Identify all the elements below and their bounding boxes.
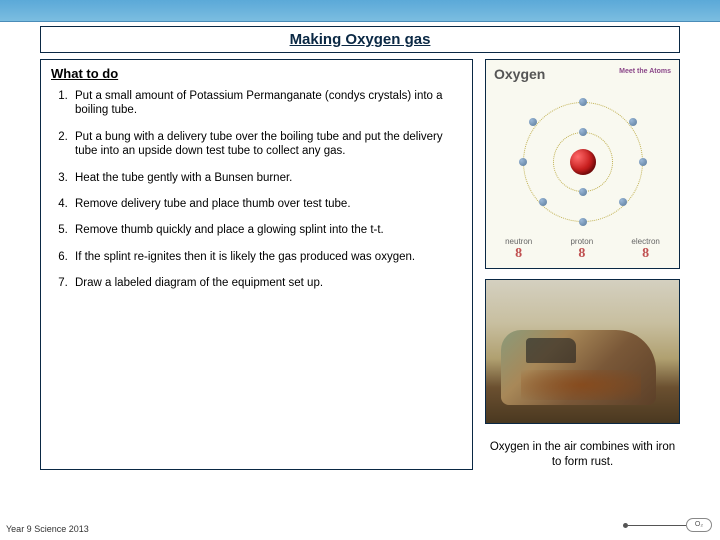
rusty-car-image xyxy=(485,279,680,424)
legend-neutron: neutron 8 xyxy=(505,237,532,262)
legend-proton: proton 8 xyxy=(570,237,593,262)
step-item: Remove delivery tube and place thumb ove… xyxy=(71,197,462,211)
step-item: Draw a labeled diagram of the equipment … xyxy=(71,276,462,290)
steps-list: Put a small amount of Potassium Permanga… xyxy=(51,89,462,290)
link-line-icon xyxy=(628,525,686,526)
image-caption: Oxygen in the air combines with iron to … xyxy=(485,440,680,470)
step-item: Put a bung with a delivery tube over the… xyxy=(71,130,462,159)
electron-icon xyxy=(619,198,627,206)
instructions-panel: What to do Put a small amount of Potassi… xyxy=(40,59,473,470)
electron-icon xyxy=(539,198,547,206)
atom-legend: neutron 8 proton 8 electron 8 xyxy=(486,237,679,262)
step-item: Heat the tube gently with a Bunsen burne… xyxy=(71,171,462,185)
electron-icon xyxy=(629,118,637,126)
oxygen-atom-diagram: Oxygen Meet the Atoms neutron 8 proton xyxy=(485,59,680,269)
title-box: Making Oxygen gas xyxy=(40,26,680,53)
electron-icon xyxy=(639,158,647,166)
link-badge[interactable]: O₂ xyxy=(686,518,712,532)
footer-text: Year 9 Science 2013 xyxy=(6,524,89,534)
car-rust-shape xyxy=(521,370,641,400)
step-item: If the splint re-ignites then it is like… xyxy=(71,250,462,264)
header-bar xyxy=(0,0,720,22)
step-item: Put a small amount of Potassium Permanga… xyxy=(71,89,462,118)
electron-icon xyxy=(579,218,587,226)
atom-subtitle: Meet the Atoms xyxy=(619,68,671,75)
car-body-shape xyxy=(501,330,656,405)
electron-icon xyxy=(579,128,587,136)
right-column: Oxygen Meet the Atoms neutron 8 proton xyxy=(485,59,680,470)
nucleus-icon xyxy=(570,149,596,175)
subheading: What to do xyxy=(51,66,462,81)
car-window-shape xyxy=(526,338,576,363)
electron-icon xyxy=(519,158,527,166)
electron-icon xyxy=(579,98,587,106)
electron-icon xyxy=(579,188,587,196)
electron-icon xyxy=(529,118,537,126)
content-area: What to do Put a small amount of Potassi… xyxy=(0,59,720,470)
step-item: Remove thumb quickly and place a glowing… xyxy=(71,223,462,237)
slide-title: Making Oxygen gas xyxy=(41,31,679,48)
atom-title: Oxygen xyxy=(494,66,545,82)
legend-electron: electron 8 xyxy=(631,237,659,262)
